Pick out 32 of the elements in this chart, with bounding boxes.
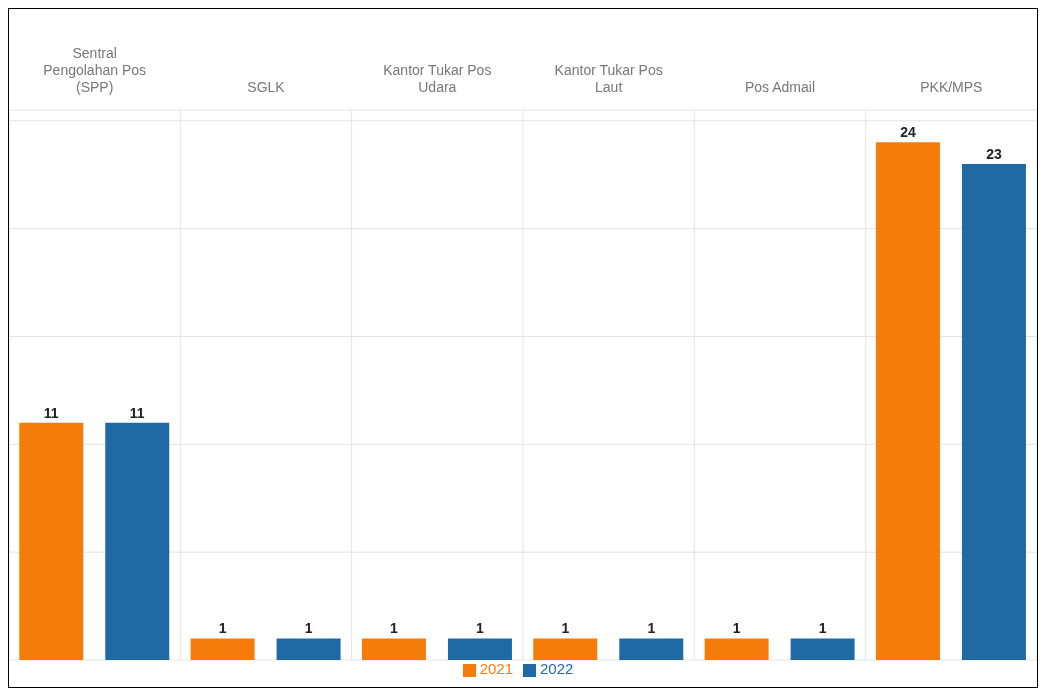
x-tick-label: SGLK <box>247 79 286 95</box>
bar <box>190 638 255 660</box>
bar <box>704 638 769 660</box>
data-label: 1 <box>304 620 313 637</box>
bar <box>447 638 512 660</box>
bar <box>361 638 426 660</box>
bar <box>619 638 684 660</box>
data-label: 1 <box>561 620 570 637</box>
data-label: 23 <box>986 145 1002 162</box>
x-tick-label: Sentral Pengolahan Pos (SPP) <box>43 45 147 95</box>
data-label: 1 <box>732 620 741 637</box>
data-label: 11 <box>43 404 59 421</box>
x-tick-label: Pos Admail <box>744 79 816 95</box>
data-label: 1 <box>390 620 399 637</box>
bar <box>790 638 855 660</box>
data-label: 1 <box>647 620 656 637</box>
data-label: 24 <box>900 124 916 141</box>
bar <box>533 638 598 660</box>
x-tick-label: Kantor Tukar Pos Laut <box>554 62 663 95</box>
data-label: 1 <box>218 620 227 637</box>
data-label: 1 <box>476 620 485 637</box>
bar <box>961 163 1026 660</box>
data-label: 1 <box>818 620 827 637</box>
legend-label: 2022 <box>540 660 574 677</box>
x-tick-label: PKK/MPS <box>920 79 983 95</box>
legend-label: 2021 <box>479 660 513 677</box>
data-label: 11 <box>129 404 145 421</box>
bar <box>875 142 940 660</box>
bar <box>19 422 84 660</box>
x-tick-label: Kantor Tukar Pos Udara <box>383 62 492 95</box>
bar <box>105 422 170 660</box>
bar <box>276 638 341 660</box>
